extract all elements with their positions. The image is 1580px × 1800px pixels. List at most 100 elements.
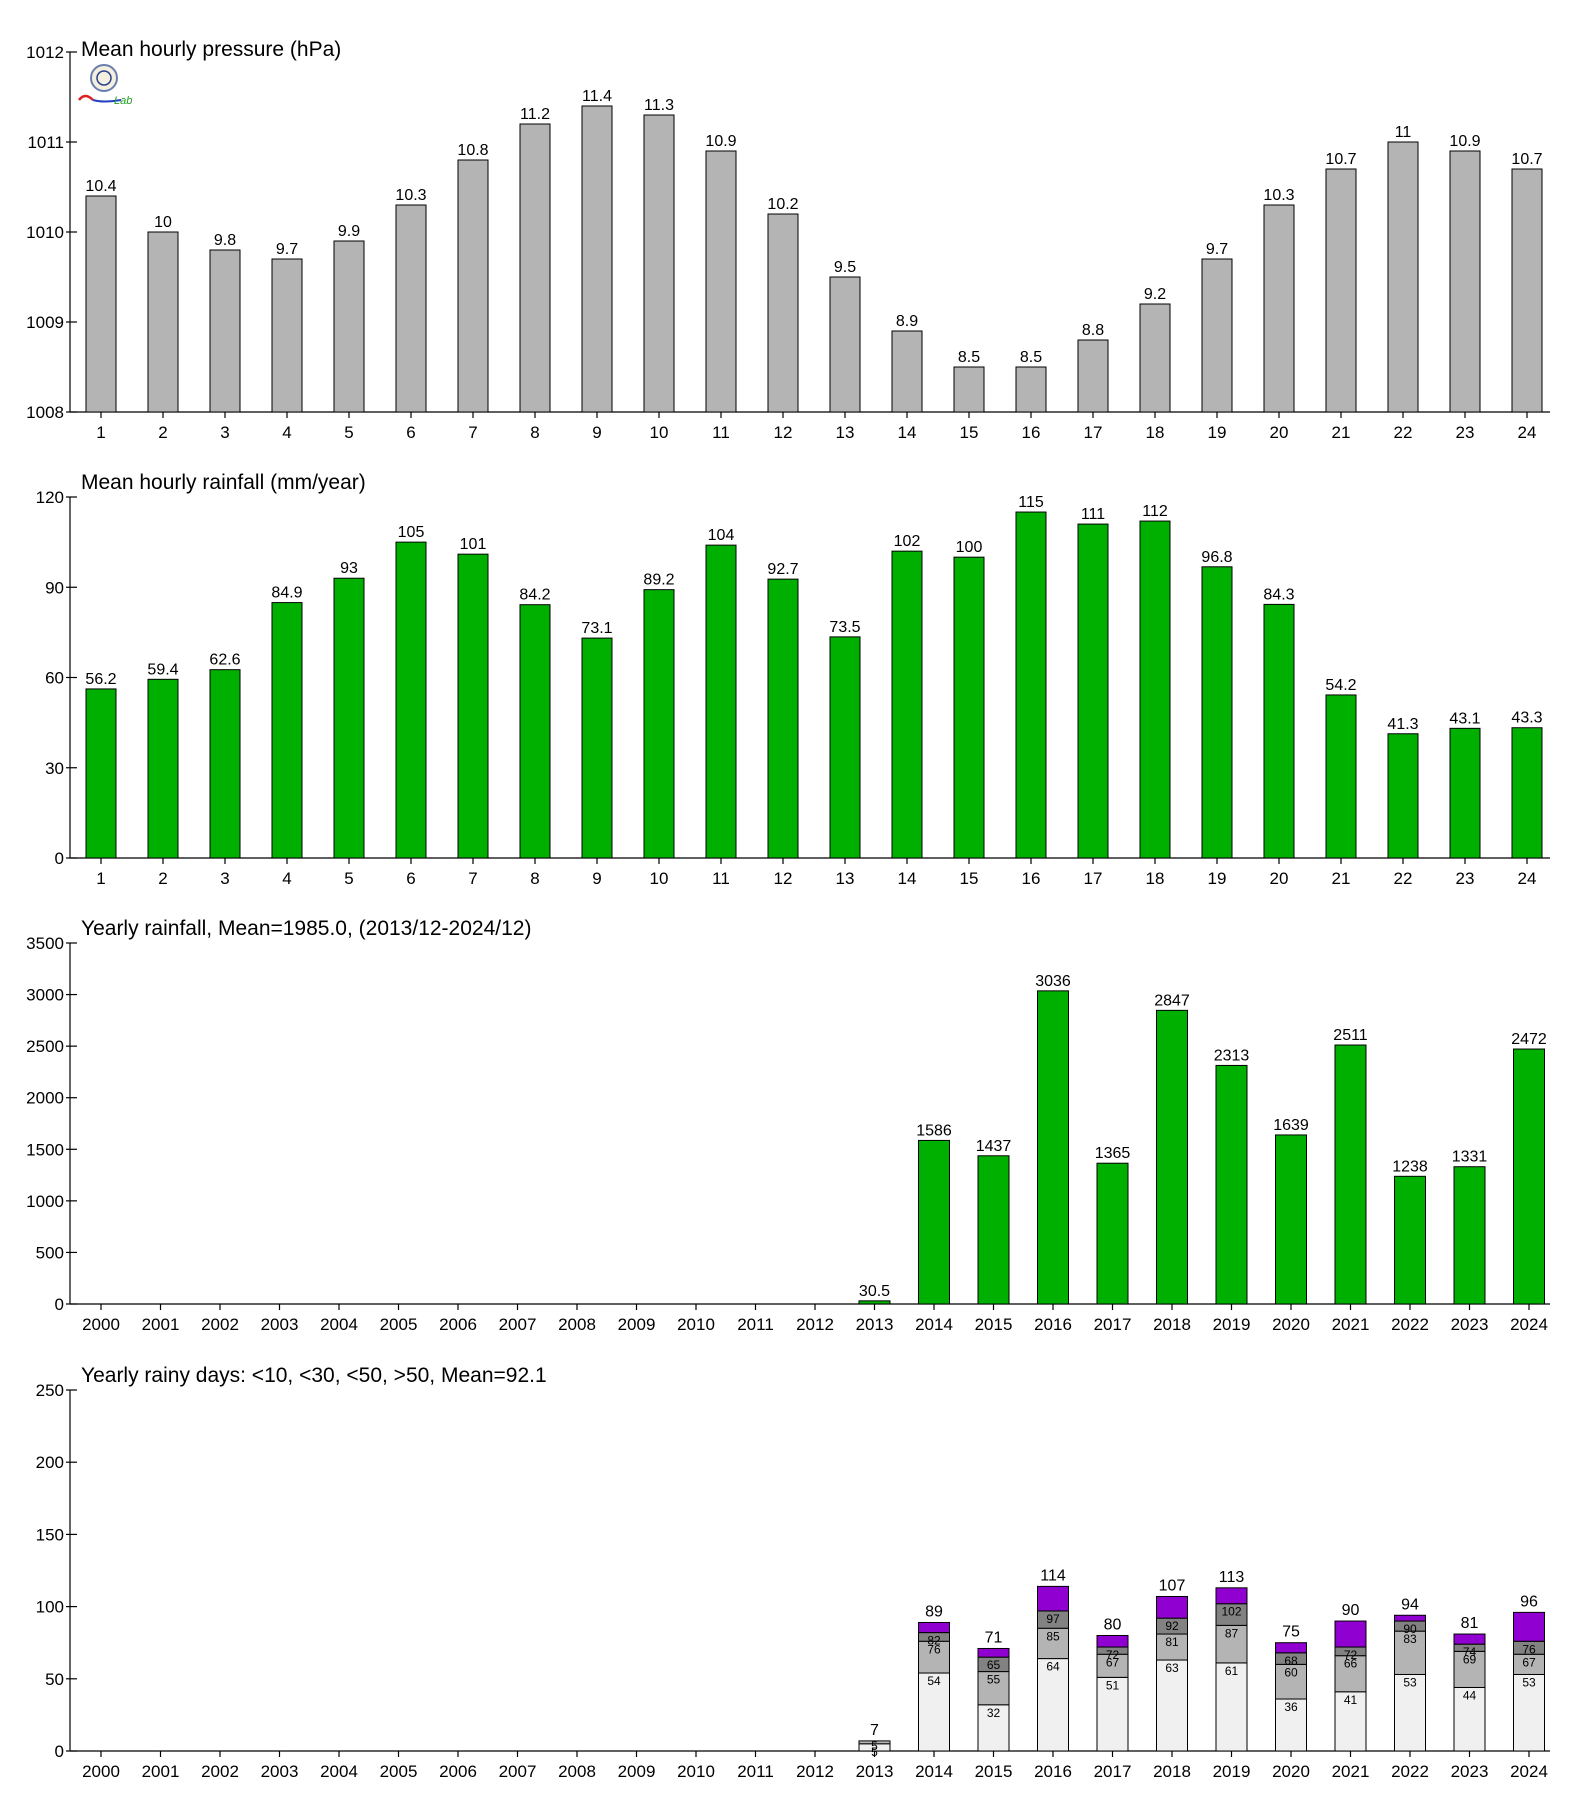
bar [767, 213, 799, 413]
x-tick-label: 2 [158, 869, 167, 888]
bar-segment-lt10 [1334, 1691, 1367, 1752]
bar [1263, 603, 1295, 859]
data-label: 89 [925, 1603, 943, 1620]
data-label: 8.9 [896, 313, 918, 330]
y-tick-label: 2000 [26, 1089, 64, 1108]
logo-seal-icon [90, 64, 118, 92]
y-tick-label: 3500 [26, 934, 64, 953]
x-tick-label: 9 [592, 423, 601, 442]
x-tick-label: 2005 [380, 1762, 418, 1781]
bar [829, 636, 861, 859]
bar [858, 1300, 891, 1305]
bar [1015, 511, 1047, 859]
data-label: 9.7 [276, 241, 298, 258]
bar-segment-lt30 [1453, 1650, 1486, 1688]
x-tick-label: 2014 [915, 1315, 953, 1334]
data-label: 8.5 [1020, 349, 1042, 366]
data-label: 104 [708, 527, 735, 544]
bar [581, 105, 613, 413]
segment-label: 72 [1106, 1648, 1120, 1662]
bar [519, 123, 551, 413]
chart-title: Mean hourly rainfall (mm/year) [81, 471, 366, 494]
data-label: 8.5 [958, 349, 980, 366]
bar [333, 240, 365, 413]
segment-label: 32 [987, 1706, 1001, 1720]
bar [1201, 566, 1233, 859]
bar-segment-lt10 [1096, 1676, 1129, 1752]
segment-label: 90 [1403, 1622, 1417, 1636]
data-label: 62.6 [209, 652, 240, 669]
bar-segment-gt50 [1275, 1642, 1307, 1654]
segment-label: 65 [987, 1658, 1001, 1672]
segment-label: 66 [1344, 1657, 1358, 1671]
bar [581, 637, 613, 859]
bar [1387, 141, 1419, 413]
segment-label: 97 [1046, 1612, 1060, 1626]
data-label: 1639 [1273, 1117, 1309, 1134]
data-label: 84.2 [519, 587, 550, 604]
bar [1015, 366, 1047, 413]
data-label: 9.2 [1144, 286, 1166, 303]
x-tick-label: 2009 [618, 1762, 656, 1781]
data-label: 9.5 [834, 259, 856, 276]
bar [1394, 1175, 1426, 1305]
bar-segment-gt50 [1156, 1595, 1188, 1619]
bar-segment-gt50 [918, 1621, 950, 1634]
y-tick-label: 1011 [27, 133, 64, 152]
data-label: 43.1 [1449, 710, 1480, 727]
segment-label: 5 [871, 1739, 878, 1753]
x-tick-label: 1 [96, 423, 105, 442]
x-tick-label: 2005 [380, 1315, 418, 1334]
x-tick-label: 17 [1084, 423, 1103, 442]
data-label: 96.8 [1201, 549, 1232, 566]
x-tick-label: 1 [96, 869, 105, 888]
x-tick-label: 2022 [1391, 1315, 1429, 1334]
bar [705, 150, 737, 413]
bar [1077, 523, 1109, 859]
x-tick-label: 2022 [1391, 1762, 1429, 1781]
segment-label: 44 [1463, 1688, 1477, 1702]
x-tick-label: 9 [592, 869, 601, 888]
y-tick-label: 1009 [26, 313, 64, 332]
x-tick-label: 2017 [1094, 1762, 1132, 1781]
y-tick-label: 1008 [26, 403, 64, 422]
data-label: 105 [398, 524, 425, 541]
x-tick-label: 2002 [201, 1315, 239, 1334]
bar [85, 195, 117, 413]
data-label: 11.3 [644, 97, 674, 114]
segment-label: 53 [1522, 1675, 1536, 1689]
y-tick-label: 1012 [26, 43, 64, 62]
data-label: 93 [340, 560, 358, 577]
x-tick-label: 15 [960, 869, 979, 888]
x-tick-label: 11 [712, 869, 730, 888]
bar [1449, 727, 1481, 859]
x-tick-label: 2010 [677, 1762, 715, 1781]
bar [1513, 1048, 1545, 1305]
segment-label: 92 [1165, 1619, 1179, 1633]
y-tick-label: 0 [55, 849, 64, 868]
x-tick-label: 2011 [737, 1762, 774, 1781]
x-tick-label: 2010 [677, 1315, 715, 1334]
x-tick-label: 15 [960, 423, 979, 442]
bar [1334, 1044, 1367, 1305]
segment-label: 76 [1522, 1642, 1536, 1656]
x-tick-label: 2015 [975, 1315, 1013, 1334]
bar [643, 589, 675, 859]
bar-segment-gt50 [1453, 1633, 1486, 1645]
bar-segment-lt10 [918, 1672, 950, 1752]
y-tick-label: 1010 [26, 223, 64, 242]
x-tick-label: 2017 [1094, 1315, 1132, 1334]
bar [977, 1155, 1010, 1305]
bar-segment-lt30 [918, 1640, 950, 1674]
y-tick-label: 30 [45, 759, 64, 778]
x-tick-label: 6 [406, 869, 415, 888]
data-label: 1586 [916, 1122, 952, 1139]
data-label: 75 [1282, 1624, 1300, 1641]
x-tick-label: 21 [1332, 423, 1351, 442]
bar [953, 556, 985, 859]
data-label: 9.9 [338, 223, 360, 240]
data-label: 10.3 [395, 187, 426, 204]
x-tick-label: 10 [650, 423, 669, 442]
y-tick-label: 50 [45, 1670, 64, 1689]
x-tick-label: 2024 [1510, 1315, 1548, 1334]
